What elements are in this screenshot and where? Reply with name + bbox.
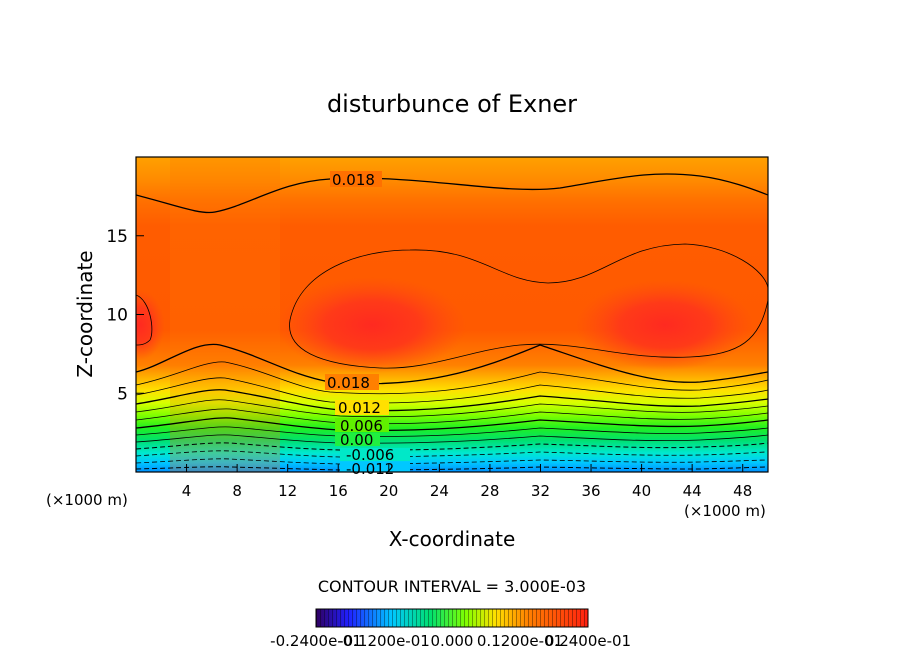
x-unit-right: (×1000 m) <box>684 502 766 520</box>
x-tick-label: 24 <box>430 482 449 500</box>
x-tick-label: 4 <box>182 482 192 500</box>
y-tick-label: 5 <box>117 384 128 404</box>
x-tick-label: 36 <box>581 482 600 500</box>
contour-label: 0.018 <box>332 171 375 189</box>
x-tick-label: 8 <box>232 482 242 500</box>
contour-label: -0.012 <box>346 460 394 478</box>
x-tick-label: 12 <box>278 482 297 500</box>
colorbar-label: 0.000 <box>431 632 474 650</box>
x-tick-label: 28 <box>480 482 499 500</box>
contour-label: 0.018 <box>327 374 370 392</box>
colorbar <box>315 608 589 628</box>
x-tick-label: 20 <box>379 482 398 500</box>
x-tick-label: 44 <box>683 482 702 500</box>
x-tick-label: 32 <box>531 482 550 500</box>
x-tick-label: 48 <box>733 482 752 500</box>
x-axis-label: X-coordinate <box>389 527 516 551</box>
core-left <box>277 277 467 373</box>
colorbar-label: -0.2400e-01 <box>270 632 362 650</box>
y-axis: 5 10 15 <box>106 227 144 404</box>
y-tick-label: 15 <box>106 227 128 247</box>
x-axis: 4 8 12 16 20 24 28 32 36 40 44 48 <box>182 464 752 500</box>
contour-label: 0.012 <box>338 399 381 417</box>
y-tick-label: 10 <box>106 306 128 326</box>
colorbar-label: 0.2400e-01 <box>545 632 631 650</box>
contour-labels: 0.018 0.018 0.012 0.006 0.00 -0.006 -0.0… <box>325 171 410 478</box>
colorbar-label: 0.1200e-01 <box>477 632 563 650</box>
plot-area <box>136 157 768 472</box>
contour-label: 0.00 <box>340 431 373 449</box>
contour-interval: CONTOUR INTERVAL = 3.000E-03 <box>318 577 586 596</box>
core-right <box>575 280 755 370</box>
colorbar-labels: -0.2400e-01-0.1200e-01 0.000 0.1200e-010.2… <box>270 632 631 650</box>
x-unit-left: (×1000 m) <box>46 491 128 509</box>
x-tick-label: 16 <box>329 482 348 500</box>
chart-title: disturbunce of Exner <box>327 90 577 118</box>
colorbar-label: -0.1200e-01 <box>338 632 430 650</box>
contour-label: 0.006 <box>340 417 383 435</box>
y-axis-label: Z-coordinate <box>73 250 97 377</box>
contour-label: -0.006 <box>346 446 394 464</box>
x-tick-label: 40 <box>632 482 651 500</box>
